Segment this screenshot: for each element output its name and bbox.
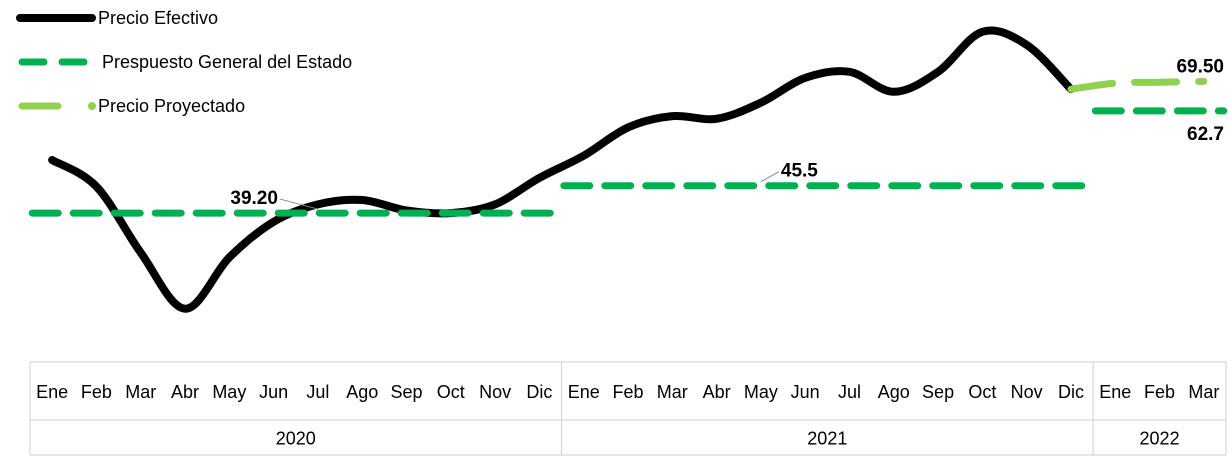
x-tick-label: Feb [81,382,112,402]
legend-label: Precio Efectivo [98,8,218,28]
x-tick-label: Dic [526,382,552,402]
x-tick-label: May [744,382,778,402]
legend-label: Prespuesto General del Estado [102,52,352,72]
label-leader [760,171,780,183]
x-tick-label: Jul [306,382,329,402]
legend-label: Precio Proyectado [98,96,245,116]
x-tick-label: Jul [838,382,861,402]
x-tick-label: Jun [791,382,820,402]
x-group-label: 2020 [276,428,316,448]
x-tick-label: Mar [1188,382,1219,402]
data-label: 62.7 [1187,124,1224,145]
series-line [1067,77,1208,93]
x-tick-label: Sep [391,382,423,402]
data-label: 69.50 [1176,56,1224,77]
x-tick-label: Dic [1058,382,1084,402]
x-tick-label: Mar [657,382,688,402]
x-tick-label: Mar [125,382,156,402]
x-tick-label: Oct [968,382,996,402]
x-tick-label: Abr [703,382,731,402]
x-tick-label: Ene [568,382,600,402]
x-tick-label: Ene [1099,382,1131,402]
x-tick-label: Nov [1011,382,1043,402]
x-tick-label: Ago [346,382,378,402]
legend-swatch [88,102,96,110]
x-tick-label: Oct [437,382,465,402]
x-group-label: 2021 [807,428,847,448]
x-tick-label: Jun [259,382,288,402]
series-line [48,26,1075,313]
x-tick-label: Ago [878,382,910,402]
data-label: 45.5 [781,161,818,182]
x-tick-label: Abr [171,382,199,402]
x-tick-label: Sep [922,382,954,402]
data-label: 39.20 [230,188,278,209]
axis-table [29,361,1227,456]
x-tick-label: Feb [612,382,643,402]
x-group-label: 2022 [1140,428,1180,448]
x-tick-label: Nov [479,382,511,402]
x-tick-label: Feb [1144,382,1175,402]
x-tick-label: Ene [36,382,68,402]
x-tick-label: May [212,382,246,402]
label-leader [279,198,319,210]
